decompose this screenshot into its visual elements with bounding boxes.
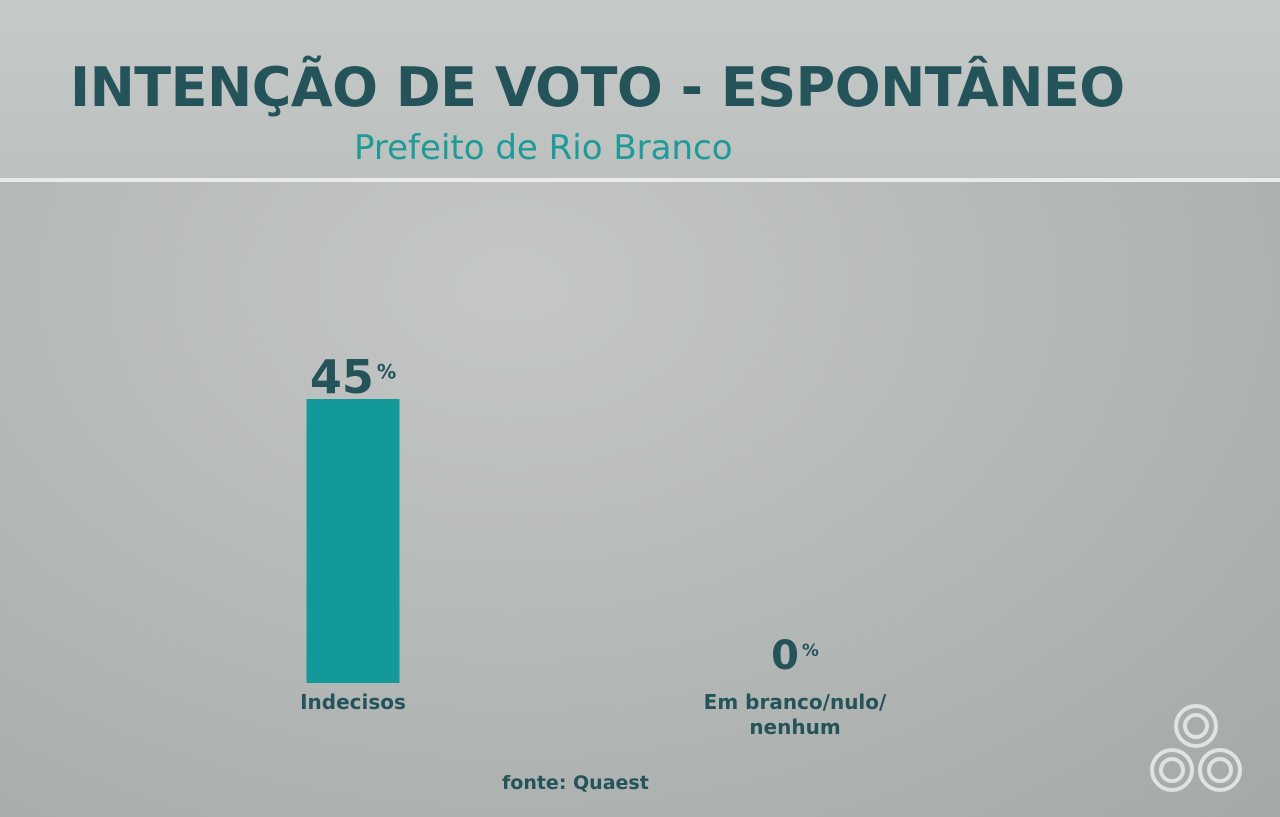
chart-title: INTENÇÃO DE VOTO - ESPONTÂNEO — [70, 56, 1125, 119]
bar-0 — [306, 399, 400, 683]
chart-subtitle: Prefeito de Rio Branco — [354, 128, 733, 168]
header-panel — [0, 0, 1280, 178]
broadcaster-logo-icon — [1150, 704, 1242, 792]
source-label: fonte: Quaest — [502, 772, 649, 794]
category-label-1: Em branco/nulo/nenhum — [704, 690, 887, 739]
value-label-0: 45% — [310, 350, 396, 404]
value-label-1: 0% — [771, 633, 819, 679]
header-divider — [0, 178, 1280, 182]
category-label-0: Indecisos — [300, 690, 406, 714]
